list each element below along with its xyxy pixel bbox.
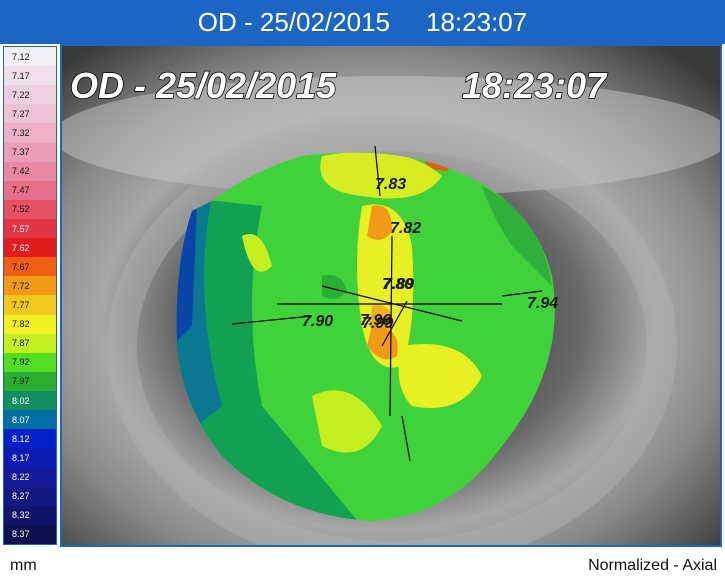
map-label: 7.83: [375, 176, 406, 193]
scale-entry: 7.32: [4, 123, 56, 142]
scale-entry: 7.52: [4, 200, 56, 219]
overlay-time: 18:23:07: [462, 65, 608, 106]
scale-entry: 8.32: [4, 506, 56, 525]
map-label: 7.94: [527, 295, 558, 312]
scale-entry: 7.92: [4, 353, 56, 372]
header: OD - 25/02/2015 18:23:07: [0, 0, 725, 44]
map-label: 7.82: [390, 220, 421, 237]
footer-mode: Normalized - Axial: [588, 557, 717, 575]
scale-entry: 8.22: [4, 467, 56, 486]
scale-entry: 8.02: [4, 391, 56, 410]
header-time: 18:23:07: [426, 7, 527, 38]
scale-entry: 8.12: [4, 429, 56, 448]
scale-entry: 7.62: [4, 238, 56, 257]
scale-entry: 8.17: [4, 448, 56, 467]
scale-entry: 7.87: [4, 334, 56, 353]
scale-entry: 7.77: [4, 295, 56, 314]
scale-entry: 8.37: [4, 525, 56, 544]
scale-entry: 7.27: [4, 104, 56, 123]
scale-entry: 7.37: [4, 143, 56, 162]
footer-unit: mm: [10, 557, 37, 575]
scale-entry: 7.57: [4, 219, 56, 238]
scale-entry: 7.17: [4, 66, 56, 85]
topography-image: OD - 25/02/2015 18:23:07 7.837.827.807.8…: [60, 44, 722, 547]
overlay-date: OD - 25/02/2015: [70, 65, 337, 106]
map-label: 7.89: [383, 276, 414, 293]
scale-entry: 7.67: [4, 257, 56, 276]
scale-entry: 7.82: [4, 315, 56, 334]
scale-entry: 7.72: [4, 276, 56, 295]
screen: OD - 25/02/2015 18:23:07 7.127.177.227.2…: [0, 0, 725, 580]
scale-entry: 7.42: [4, 162, 56, 181]
scale-entry: 7.22: [4, 85, 56, 104]
scale-entry: 8.07: [4, 410, 56, 429]
scale-entry: 7.97: [4, 372, 56, 391]
map-label: 7.90: [302, 313, 333, 330]
header-date: OD - 25/02/2015: [198, 7, 390, 38]
scale-entry: 7.12: [4, 47, 56, 66]
scale-entry: 7.47: [4, 181, 56, 200]
scale-entry: 8.27: [4, 487, 56, 506]
map-label: 7.99: [362, 315, 393, 332]
